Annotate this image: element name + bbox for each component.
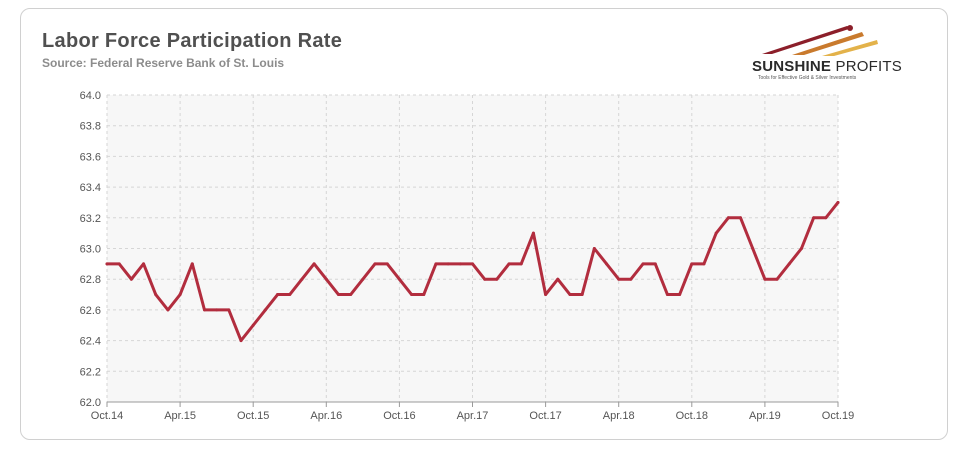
x-axis-ticks: Oct.14 Apr.15 Oct.15 Apr.16 Oct.16 Apr.17 Oct.…: [91, 402, 854, 422]
data-point: [105, 262, 109, 266]
data-point: [812, 216, 816, 220]
data-point: [592, 247, 596, 250]
data-point: [702, 262, 706, 266]
data-point: [568, 293, 572, 297]
logo-text: SUNSHINE PROFITS: [752, 58, 902, 75]
logo-swoosh-icon: [762, 25, 878, 56]
data-point: [422, 293, 426, 297]
data-point: [544, 293, 548, 297]
data-point: [519, 262, 523, 266]
data-point: [665, 293, 669, 297]
sunshine-profits-logo: SUNSHINE PROFITS Tools for Effective Gol…: [752, 24, 942, 82]
data-point: [385, 262, 389, 266]
data-point: [349, 293, 353, 297]
data-point: [617, 277, 621, 281]
data-point: [824, 216, 828, 220]
x-tick-label: Oct.18: [676, 410, 708, 422]
y-tick-label: 62.0: [80, 397, 101, 409]
data-point: [580, 293, 584, 297]
data-point: [483, 277, 487, 281]
x-tick-label: Apr.18: [603, 410, 635, 422]
data-point: [215, 308, 219, 312]
y-tick-label: 63.2: [80, 213, 101, 225]
y-tick-label: 63.6: [80, 151, 101, 163]
y-tick-label: 63.4: [80, 182, 101, 194]
data-point: [458, 262, 462, 266]
data-point: [397, 277, 401, 281]
data-point: [117, 262, 121, 266]
data-point: [190, 262, 194, 266]
data-point: [300, 277, 304, 281]
data-point: [836, 200, 840, 204]
y-tick-label: 63.8: [80, 121, 101, 133]
data-point: [641, 262, 645, 266]
data-point: [629, 277, 633, 281]
y-tick-label: 62.4: [80, 336, 101, 348]
x-tick-label: Oct.19: [822, 410, 854, 422]
data-point: [129, 277, 133, 281]
y-tick-label: 63.0: [80, 244, 101, 256]
data-point: [142, 262, 146, 266]
chart-subtitle: Source: Federal Reserve Bank of St. Loui…: [42, 56, 285, 70]
data-point: [276, 293, 280, 297]
data-point: [739, 216, 743, 220]
data-point: [653, 262, 657, 266]
data-point: [227, 308, 231, 312]
data-points: [105, 200, 840, 343]
chart-title: Labor Force Participation Rate: [42, 30, 343, 52]
x-tick-label: Apr.15: [164, 410, 196, 422]
data-point: [605, 262, 609, 266]
data-point: [690, 262, 694, 266]
data-point: [507, 262, 511, 266]
data-point: [263, 308, 267, 312]
data-point: [751, 247, 755, 250]
data-point: [446, 262, 450, 266]
data-point: [324, 277, 328, 281]
x-tick-label: Oct.14: [91, 410, 123, 422]
data-point: [787, 262, 791, 266]
data-point: [763, 277, 767, 281]
data-point: [775, 277, 779, 281]
data-point: [410, 293, 414, 297]
data-point: [288, 293, 292, 297]
x-tick-label: Oct.16: [383, 410, 415, 422]
logo-name-thin: PROFITS: [835, 58, 902, 75]
data-point: [678, 293, 682, 297]
data-point: [239, 339, 243, 343]
data-point: [373, 262, 377, 266]
data-point: [726, 216, 730, 220]
y-tick-label: 64.0: [80, 90, 101, 102]
data-point: [799, 247, 803, 250]
data-point: [361, 277, 365, 281]
x-tick-label: Apr.17: [457, 410, 489, 422]
data-point: [556, 277, 560, 281]
x-tick-label: Oct.15: [237, 410, 269, 422]
y-tick-label: 62.6: [80, 305, 101, 317]
data-point: [178, 293, 182, 297]
x-tick-label: Oct.17: [529, 410, 561, 422]
logo-tagline: Tools for Effective Gold & Silver Invest…: [758, 75, 857, 81]
logo-name-bold: SUNSHINE: [752, 58, 832, 75]
data-point: [714, 231, 718, 235]
x-tick-label: Apr.16: [310, 410, 342, 422]
data-point: [202, 308, 206, 312]
data-point: [166, 308, 170, 312]
data-point: [154, 293, 158, 297]
data-point: [312, 262, 316, 266]
data-point: [471, 262, 474, 266]
data-point: [434, 262, 438, 266]
y-tick-label: 62.8: [80, 274, 101, 286]
data-point: [336, 293, 340, 297]
y-axis-ticks: 62.0 62.2 62.4 62.6 62.8 63.0 63.2 63.4 63.6 63.8…: [80, 90, 101, 409]
x-tick-label: Apr.19: [749, 410, 781, 422]
data-point: [531, 231, 535, 235]
data-point: [251, 323, 255, 327]
data-point: [495, 277, 499, 281]
y-tick-label: 62.2: [80, 366, 101, 378]
